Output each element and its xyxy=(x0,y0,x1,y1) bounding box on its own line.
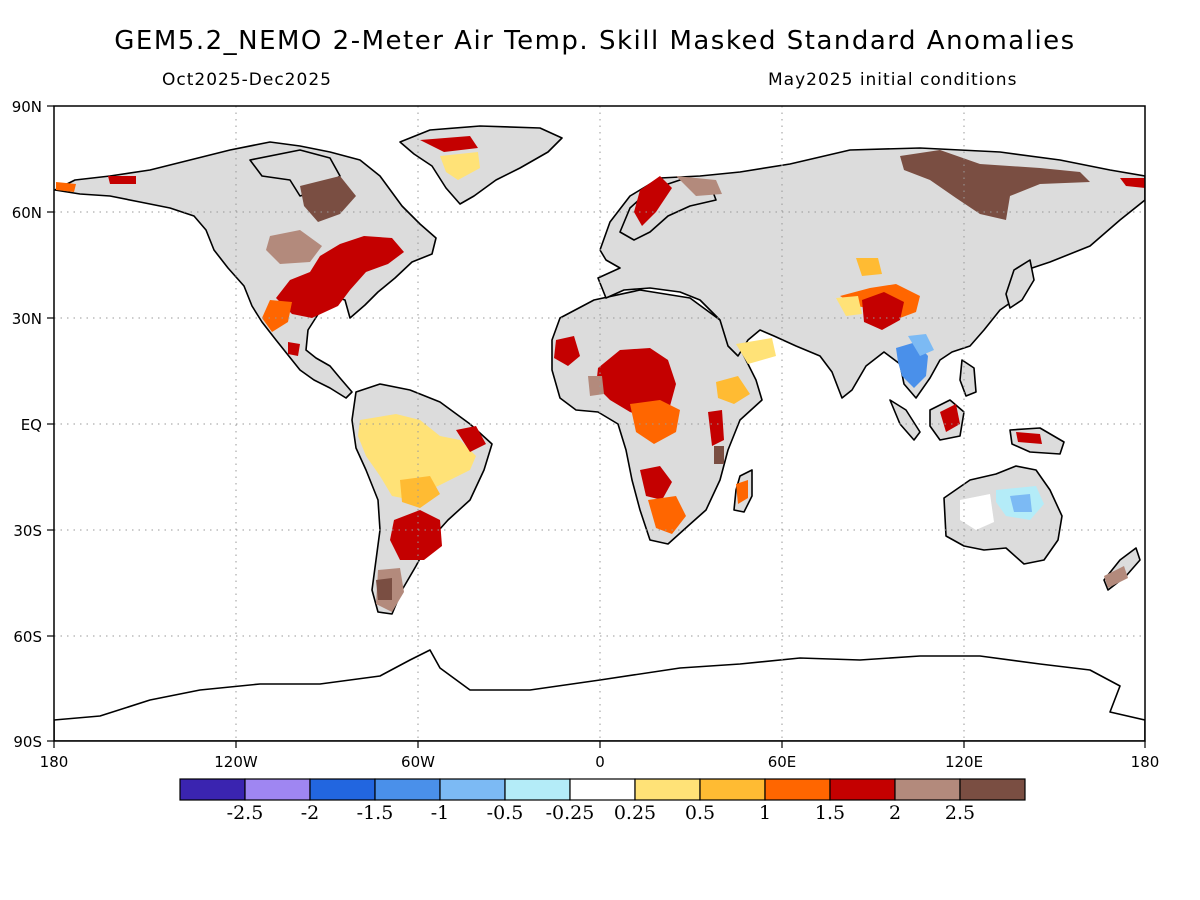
anomaly-borneo-red xyxy=(940,404,960,432)
japan xyxy=(1005,259,1035,309)
colorbar-swatch xyxy=(504,778,571,801)
colorbar-label: 2.5 xyxy=(945,802,975,824)
initial-conditions: May2025 initial conditions xyxy=(768,70,1018,90)
anomaly-arabia-yellow xyxy=(736,338,776,364)
anomaly-canada-brown xyxy=(300,176,356,222)
anomaly-greenland-yellow xyxy=(440,152,480,180)
lon-label: 180 xyxy=(40,753,69,771)
colorbar-label: 0.5 xyxy=(685,802,715,824)
anomaly-horn-orange xyxy=(716,376,750,404)
lon-label: 60W xyxy=(401,753,435,771)
colorbar-swatch xyxy=(634,778,701,801)
colorbar-label: -2.5 xyxy=(227,802,264,824)
lon-label: 120E xyxy=(945,753,983,771)
colorbar-swatch xyxy=(179,778,246,801)
tick-marks xyxy=(47,105,1146,748)
anomaly-south-africa-orange xyxy=(648,496,686,534)
anomaly-mongolia-orange xyxy=(856,258,882,276)
anomaly-central-africa-orange xyxy=(630,400,680,444)
anomaly-argentina-red xyxy=(390,510,442,560)
colorbar-label: 1.5 xyxy=(815,802,845,824)
antarctica xyxy=(54,649,1145,741)
anomaly-brazil-yellow xyxy=(358,414,476,500)
philippines xyxy=(959,359,977,397)
anomaly-south-africa-red xyxy=(640,466,672,500)
anomaly-us-orange xyxy=(262,300,292,332)
longitude-labels: 180 120W 60W 0 60E 120E 180 xyxy=(40,753,1160,771)
colorbar-label: -2 xyxy=(301,802,320,824)
anomaly-west-africa-red xyxy=(554,336,580,366)
colorbar-label: 1 xyxy=(759,802,771,824)
anomaly-new-guinea-red xyxy=(1016,432,1042,444)
anomaly-indochina-lightblue xyxy=(908,334,934,356)
anomaly-tibet-yellow xyxy=(836,296,862,316)
sumatra xyxy=(889,399,921,441)
anomaly-bering-orange xyxy=(56,182,76,192)
anomaly-ne-brazil-red xyxy=(456,426,486,452)
anomaly-new-zealand-brown xyxy=(1104,566,1128,588)
greenland xyxy=(399,125,563,205)
anomaly-australia-blue xyxy=(1010,494,1032,512)
lat-label: 60S xyxy=(13,628,42,646)
lat-label: 90S xyxy=(13,733,42,751)
colorbar-swatch xyxy=(764,778,831,801)
anomaly-east-siberia-red xyxy=(1120,178,1145,188)
lat-label: 90N xyxy=(12,98,42,116)
colorbar-swatch xyxy=(439,778,506,801)
forecast-period: Oct2025-Dec2025 xyxy=(162,70,332,90)
colorbar-label: 0.25 xyxy=(614,802,656,824)
colorbar-swatch xyxy=(699,778,766,801)
anomaly-east-africa-brown xyxy=(714,446,724,464)
anomaly-patagonia-darkbrown xyxy=(376,578,392,600)
colorbar-swatch xyxy=(374,778,441,801)
colorbar-swatch xyxy=(959,778,1026,801)
anomaly-us-red xyxy=(276,236,404,318)
colorbar-swatch xyxy=(894,778,961,801)
colorbar-label: -0.5 xyxy=(487,802,524,824)
anomaly-canada-tan xyxy=(266,230,322,264)
anomaly-brazil-orange xyxy=(400,476,440,508)
lat-label: 60N xyxy=(12,204,42,222)
colorbar-swatch xyxy=(569,778,636,801)
anomaly-china-red xyxy=(862,292,904,330)
lon-label: 120W xyxy=(214,753,258,771)
map-title: GEM5.2_NEMO 2-Meter Air Temp. Skill Mask… xyxy=(114,26,1076,56)
colorbar-swatch xyxy=(309,778,376,801)
anomaly-west-africa-brown xyxy=(588,376,604,396)
colorbar-label: -0.25 xyxy=(546,802,595,824)
anomaly-australia-white xyxy=(960,494,994,530)
colorbar-label: -1 xyxy=(431,802,450,824)
anomaly-east-africa-red xyxy=(708,410,724,446)
lon-label: 180 xyxy=(1131,753,1160,771)
anomaly-scandinavia-brown xyxy=(676,176,722,196)
anomaly-siberia-brown xyxy=(900,150,1090,220)
colorbar-label: -1.5 xyxy=(357,802,394,824)
colorbar: -2.5 -2 -1.5 -1 -0.5 -0.25 0.25 0.5 1 1.5 2 2.5 xyxy=(179,778,1026,824)
anomaly-scandinavia-red xyxy=(634,176,672,226)
lat-label: 30N xyxy=(12,310,42,328)
colorbar-swatch xyxy=(829,778,896,801)
colorbar-label: 2 xyxy=(889,802,901,824)
land-masses xyxy=(54,125,1145,741)
anomaly-alaska-red xyxy=(108,176,136,184)
colorbar-swatch xyxy=(244,778,311,801)
lat-label: 30S xyxy=(13,522,42,540)
lat-label: EQ xyxy=(21,416,42,434)
lon-label: 60E xyxy=(768,753,797,771)
lon-label: 0 xyxy=(595,753,605,771)
anomaly-greenland-red xyxy=(420,136,478,152)
anomaly-mexico-red xyxy=(288,342,300,356)
anomaly-madagascar-orange xyxy=(736,480,748,504)
anomaly-patches xyxy=(56,136,1145,612)
map-plot-area xyxy=(54,106,1145,741)
latitude-labels: 90N 60N 30N EQ 30S 60S 90S xyxy=(12,98,42,751)
